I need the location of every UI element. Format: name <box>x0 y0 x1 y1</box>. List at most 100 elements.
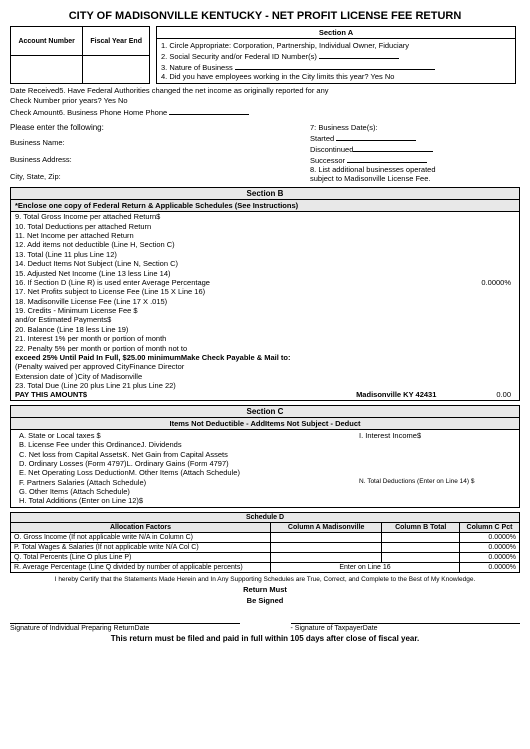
r7-disc: Discontinued <box>310 145 353 154</box>
b-r22d: Extension date of )City of Madisonville <box>15 372 142 381</box>
b-r21: 21. Interest 1% per month or portion of … <box>15 334 166 343</box>
schedule-d: Schedule D Allocation Factors Column A M… <box>10 512 520 573</box>
b-r22c: (Penalty waived per approved CityFinance… <box>15 362 184 371</box>
sd-P-pct: 0.0000% <box>460 542 520 552</box>
acct-num-cell[interactable] <box>11 56 83 84</box>
fye-cell[interactable] <box>83 56 150 84</box>
c-H: H. Total Additions (Enter on Line 12)$ <box>19 496 143 505</box>
return-must: Return Must <box>10 585 520 594</box>
b-r19: 19. Credits - Minimum License Fee $ <box>15 306 138 315</box>
section-b: Section B *Enclose one copy of Federal R… <box>10 187 520 401</box>
b-r16: 16. If Section D (Line R) is used enter … <box>15 278 210 287</box>
b-r23addr: Madisonville KY 42431 <box>356 390 436 399</box>
business-address-label: Business Address: <box>10 155 250 164</box>
b-r20: 20. Balance (Line 18 less Line 19) <box>15 325 128 334</box>
sd-O-b[interactable] <box>382 532 460 542</box>
b-r23v: 0.00 <box>496 390 515 399</box>
acct-num-hdr: Account Number <box>11 27 83 56</box>
section-c: Section C Items Not Deductible - AddItem… <box>10 405 520 508</box>
sa-line1: 1. Circle Appropriate: Corporation, Part… <box>161 41 511 50</box>
b-r14: 14. Deduct Items Not Subject (Line N, Se… <box>15 259 178 268</box>
sa-line3-blank[interactable] <box>235 61 435 70</box>
b-r22b: exceed 25% Until Paid In Full, $25.00 mi… <box>15 353 291 362</box>
c-D: D. Ordinary Losses (Form 4797)L. Ordinar… <box>19 459 229 468</box>
sd-O: O. Gross Income (If not applicable write… <box>11 532 271 542</box>
sd-colC: Column B Total <box>382 522 460 532</box>
sig-taxpayer: - Signature of TaxpayerDate <box>291 623 521 632</box>
phone-blank[interactable] <box>169 106 249 115</box>
r7-succ: Successor <box>310 156 345 165</box>
b-r15: 15. Adjusted Net Income (Line 13 less Li… <box>15 269 171 278</box>
sd-P-a[interactable] <box>271 542 382 552</box>
enter-block: Please enter the following: Business Nam… <box>10 123 250 183</box>
section-a: Section A 1. Circle Appropriate: Corpora… <box>156 26 516 84</box>
sd-R-pct: 0.0000% <box>460 562 520 572</box>
sd-Q: Q. Total Percents (Line O plus Line P) <box>11 552 271 562</box>
section-c-subhead: Items Not Deductible - AddItems Not Subj… <box>11 418 519 430</box>
c-A: A. State or Local taxes $ <box>19 431 101 440</box>
date-received: Date Received5. Have Federal Authorities… <box>10 86 520 96</box>
c-N: N. Total Deductions (Enter on Line 14) $ <box>359 478 475 486</box>
b-r17: 17. Net Profits subject to License Fee (… <box>15 287 205 296</box>
sched-d-header: Schedule D <box>11 512 520 522</box>
b-r16v: 0.0000% <box>481 278 515 287</box>
right-7-8: 7: Business Date(s): Started Discontinue… <box>310 123 510 183</box>
sd-Q-a[interactable] <box>271 552 382 562</box>
started-blank[interactable] <box>336 132 416 141</box>
b-r23b: PAY THIS AMOUNT$ <box>15 390 87 399</box>
r8b: subject to Madisonville License Fee. <box>310 174 510 183</box>
c-E: E. Net Operating Loss DeductionM. Other … <box>19 468 240 477</box>
page-title: CITY OF MADISONVILLE KENTUCKY - NET PROF… <box>10 10 520 22</box>
c-G: G. Other Items (Attach Schedule) <box>19 487 130 496</box>
section-b-subhead: *Enclose one copy of Federal Return & Ap… <box>11 200 519 212</box>
b-r19b: and/or Estimated Payments$ <box>15 315 111 324</box>
succ-blank[interactable] <box>347 154 427 163</box>
b-r18: 18. Madisonville License Fee (Line 17 X … <box>15 297 167 306</box>
sd-O-a[interactable] <box>271 532 382 542</box>
c-I: I. Interest Income$ <box>359 431 421 440</box>
sd-R: R. Average Percentage (Line Q divided by… <box>11 562 271 572</box>
section-a-header: Section A <box>157 27 515 39</box>
r7-header: 7: Business Date(s): <box>310 123 510 132</box>
check-number: Check Number prior years? Yes No <box>10 96 520 106</box>
c-B: B. License Fee under this OrdinanceJ. Di… <box>19 440 182 449</box>
be-signed: Be Signed <box>10 596 520 605</box>
c-C: C. Net loss from Capital AssetsK. Net Ga… <box>19 450 228 459</box>
sd-Q-b[interactable] <box>382 552 460 562</box>
sig-preparer: Signature of Individual Preparing Return… <box>10 623 240 632</box>
b-r11: 11. Net Income per attached Return <box>15 231 134 240</box>
fye-hdr: Fiscal Year End <box>83 27 150 56</box>
b-r22a: 22. Penalty 5% per month or portion of m… <box>15 344 187 353</box>
sd-colD: Column C Pct <box>460 522 520 532</box>
sd-colA: Allocation Factors <box>11 522 271 532</box>
cert-text: I hereby Certify that the Statements Mad… <box>10 576 520 583</box>
sd-R-note: Enter on Line 16 <box>271 562 460 572</box>
date-block: Date Received5. Have Federal Authorities… <box>10 86 520 117</box>
check-amount: Check Amount6. Business Phone Home Phone <box>10 108 167 117</box>
sd-O-pct: 0.0000% <box>460 532 520 542</box>
sd-P: P. Total Wages & Salaries (If not applic… <box>11 542 271 552</box>
section-c-header: Section C <box>11 406 519 418</box>
b-r9: 9. Total Gross Income per attached Retur… <box>15 212 160 221</box>
sa-line3: 3. Nature of Business <box>161 63 233 72</box>
sd-P-b[interactable] <box>382 542 460 552</box>
sd-Q-pct: 0.0000% <box>460 552 520 562</box>
csz-label: City, State, Zip: <box>10 172 250 181</box>
b-r12: 12. Add items not deductible (Line H, Se… <box>15 240 175 249</box>
business-name-label: Business Name: <box>10 138 250 147</box>
b-r13: 13. Total (Line 11 plus Line 12) <box>15 250 117 259</box>
b-r23a: 23. Total Due (Line 20 plus Line 21 plus… <box>15 381 176 390</box>
sa-line2: 2. Social Security and/or Federal ID Num… <box>161 52 317 61</box>
r7-started: Started <box>310 134 334 143</box>
sd-colB: Column A Madisonville <box>271 522 382 532</box>
b-r10: 10. Total Deductions per attached Return <box>15 222 151 231</box>
sa-line4: 4. Did you have employees working in the… <box>161 72 511 81</box>
disc-blank[interactable] <box>353 143 433 152</box>
must-file-note: This return must be filed and paid in fu… <box>10 634 520 643</box>
r8a: 8. List additional businesses operated <box>310 165 510 174</box>
please-enter: Please enter the following: <box>10 123 250 132</box>
sa-line2-blank[interactable] <box>319 50 399 59</box>
section-b-header: Section B <box>11 188 519 200</box>
c-F: F. Partners Salaries (Attach Schedule) <box>19 478 146 487</box>
account-table: Account NumberFiscal Year End <box>10 26 150 84</box>
